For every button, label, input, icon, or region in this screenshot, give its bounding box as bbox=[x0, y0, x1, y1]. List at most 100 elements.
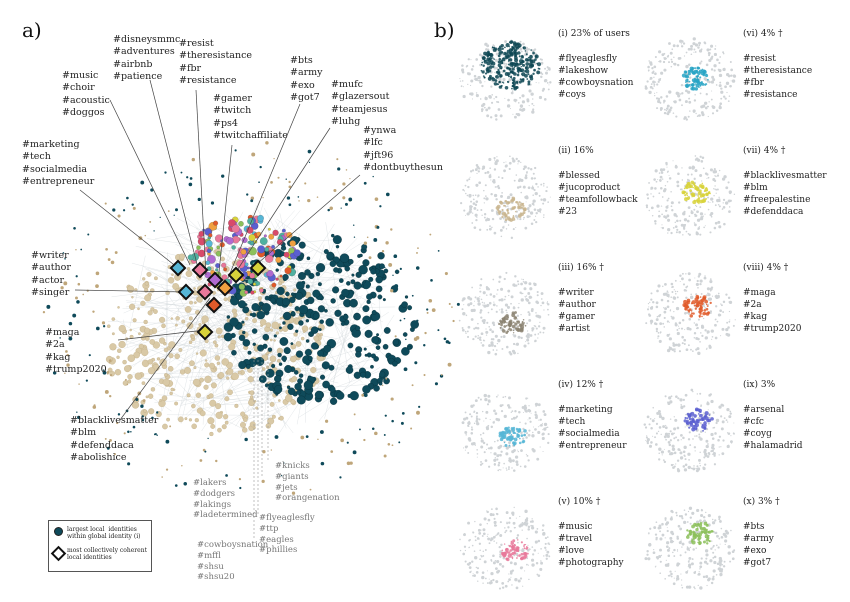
outer-node bbox=[270, 449, 273, 451]
subplot-node bbox=[471, 286, 474, 289]
subplot-highlight-node bbox=[503, 204, 506, 207]
subplot-node bbox=[476, 415, 478, 418]
subplot-node bbox=[462, 86, 465, 88]
subplot-node bbox=[527, 525, 531, 529]
subplot-node bbox=[511, 90, 514, 92]
outer-node bbox=[104, 437, 107, 440]
subplot-node bbox=[695, 547, 697, 549]
subplot-highlight-node bbox=[704, 416, 709, 421]
subplot-node bbox=[486, 171, 490, 174]
teal-node bbox=[271, 363, 276, 368]
subplot-node bbox=[658, 452, 661, 455]
subplot-node bbox=[490, 179, 492, 181]
subplot-node bbox=[464, 411, 467, 414]
subplot-node bbox=[483, 420, 485, 422]
subplot-node bbox=[499, 553, 502, 556]
colored-node bbox=[284, 267, 292, 275]
outer-node bbox=[384, 414, 387, 417]
subplot-node bbox=[480, 108, 484, 111]
subplot-node bbox=[482, 577, 484, 579]
subplot-node bbox=[673, 416, 675, 418]
subplot-node bbox=[482, 582, 484, 584]
teal-node bbox=[366, 352, 372, 358]
subplot-highlight-node bbox=[488, 53, 492, 57]
outer-node bbox=[156, 411, 159, 414]
subplot-node bbox=[683, 468, 688, 472]
subplot-node bbox=[699, 430, 703, 433]
subplot-node bbox=[654, 72, 657, 76]
subplot-node bbox=[671, 48, 674, 51]
subplot-node bbox=[543, 98, 547, 101]
subplot-node bbox=[670, 315, 673, 318]
subplot-node bbox=[660, 433, 662, 436]
subplot-highlight-node bbox=[685, 193, 688, 195]
subplot-node bbox=[707, 303, 710, 306]
subplot-node bbox=[473, 550, 476, 552]
beige-node bbox=[169, 391, 173, 396]
subplot-highlight-node bbox=[525, 66, 528, 69]
subplot-node bbox=[536, 528, 539, 530]
subplot-node bbox=[486, 582, 489, 585]
subplot-node bbox=[519, 421, 521, 424]
subplot-node bbox=[657, 97, 661, 101]
subplot-highlight-node bbox=[509, 328, 513, 332]
subplot-node bbox=[478, 538, 480, 540]
beige-node bbox=[193, 366, 197, 370]
subplot-node bbox=[729, 412, 732, 415]
beige-node bbox=[249, 395, 254, 399]
subplot-node bbox=[496, 349, 498, 351]
subplot-node bbox=[709, 278, 712, 281]
subplot-node bbox=[537, 403, 541, 407]
subplot-node bbox=[481, 84, 484, 88]
beige-node bbox=[221, 424, 227, 430]
outer-node bbox=[430, 279, 433, 282]
subplot-highlight-node bbox=[481, 70, 485, 74]
teal-node bbox=[317, 305, 326, 313]
subplot-node bbox=[718, 199, 721, 203]
subplot-node bbox=[493, 168, 497, 171]
subplot-highlight-node bbox=[511, 197, 516, 202]
subplot-node bbox=[702, 515, 706, 519]
teal-node bbox=[329, 397, 338, 405]
teal-node bbox=[333, 267, 339, 273]
subplot-node bbox=[699, 233, 702, 236]
outer-node bbox=[452, 319, 455, 323]
subplot-node bbox=[703, 450, 707, 454]
subplot-node bbox=[669, 51, 673, 55]
subplot-node bbox=[670, 572, 673, 576]
subplot-node bbox=[730, 440, 733, 444]
subplot-node bbox=[480, 332, 484, 336]
subplot-highlight-node bbox=[504, 86, 509, 90]
subplot-node bbox=[490, 308, 493, 311]
subplot-node bbox=[710, 211, 714, 216]
network-edge bbox=[197, 308, 294, 434]
teal-node bbox=[286, 385, 291, 390]
subplot-node bbox=[662, 60, 666, 64]
teal-node bbox=[318, 328, 322, 331]
subplot-highlight-node bbox=[509, 40, 513, 44]
subplot-highlight-node bbox=[686, 183, 689, 186]
subplot-node bbox=[489, 293, 493, 296]
subplot-node bbox=[705, 63, 709, 67]
outer-node bbox=[77, 415, 81, 419]
beige-node bbox=[178, 347, 183, 352]
teal-node bbox=[383, 377, 390, 385]
subplot-node bbox=[508, 161, 512, 165]
subplot-highlight-node bbox=[516, 73, 520, 77]
subplot-node bbox=[676, 329, 679, 331]
teal-node bbox=[410, 320, 419, 329]
subplot-node bbox=[684, 458, 687, 461]
subplot-node bbox=[489, 446, 493, 450]
subplot-node bbox=[673, 56, 675, 59]
outer-node bbox=[80, 248, 83, 251]
subplot-node bbox=[542, 410, 546, 413]
subplot-node bbox=[534, 540, 538, 544]
subplot-node bbox=[476, 567, 480, 570]
outer-node bbox=[88, 354, 91, 357]
subplot-node bbox=[499, 453, 502, 457]
subplot-node bbox=[508, 457, 512, 461]
subplot-node bbox=[693, 446, 697, 449]
beige-node bbox=[170, 317, 174, 320]
outer-node bbox=[87, 233, 90, 236]
subplot-node bbox=[712, 411, 715, 413]
